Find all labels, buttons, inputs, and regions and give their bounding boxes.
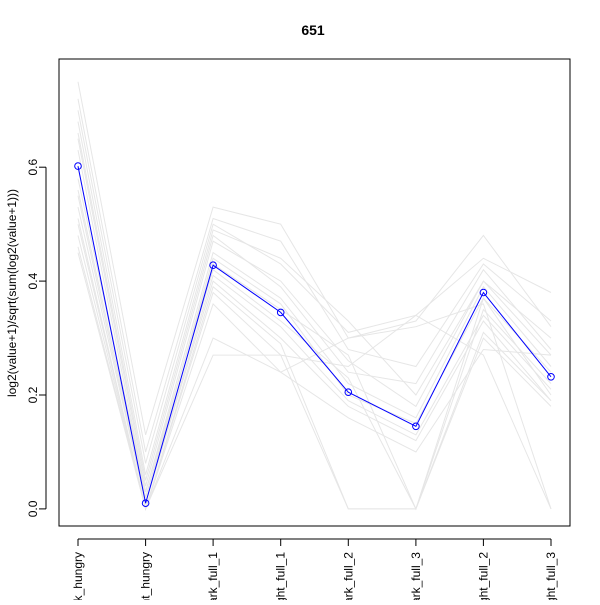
highlight-point-light_full_2 xyxy=(479,288,488,297)
background-line-16 xyxy=(77,246,552,511)
x-tick-label-light_hungry: light_hungry xyxy=(139,552,153,600)
x-tick-label-light_full_3: light_full_3 xyxy=(544,552,558,600)
highlight-point-light_full_1 xyxy=(276,308,285,317)
x-tick-label-dark_hungry: dark_hungry xyxy=(71,552,85,600)
x-tick-label-dark_full_1: dark_full_1 xyxy=(206,552,220,600)
background-line-17 xyxy=(77,252,552,511)
x-axis: dark_hungry light_hungry dark_full_1 light_… xyxy=(71,538,558,605)
background-lines xyxy=(77,81,552,511)
chart-title: 651 xyxy=(301,22,325,38)
highlight-point-dark_hungry xyxy=(74,162,82,170)
background-line-7 xyxy=(77,150,552,492)
highlight-point-light_full_3 xyxy=(547,373,555,381)
y-tick-label: 0.6 xyxy=(26,159,40,176)
x-tick-label-dark_full_3: dark_full_3 xyxy=(409,552,423,600)
plot-frame xyxy=(58,58,571,527)
highlight-point-light_hungry xyxy=(141,499,150,508)
y-tick-label: 0.0 xyxy=(26,500,40,517)
background-line-9 xyxy=(77,178,552,511)
highlight-point-dark_full_3 xyxy=(412,422,420,431)
background-line-3 xyxy=(77,110,552,464)
background-line-5 xyxy=(77,132,552,481)
highlight-point-dark_full_2 xyxy=(344,388,353,397)
x-tick-label-dark_full_2: dark_full_2 xyxy=(341,552,355,600)
x-tick-label-light_full_1: light_full_1 xyxy=(274,552,288,600)
background-line-12 xyxy=(77,206,552,506)
background-line-6 xyxy=(77,138,552,487)
background-line-15 xyxy=(77,235,552,511)
y-tick-label: 0.4 xyxy=(26,272,40,289)
background-line-14 xyxy=(77,224,552,511)
background-line-1 xyxy=(77,81,552,436)
y-tick-label: 0.2 xyxy=(26,386,40,403)
background-line-10 xyxy=(77,189,552,511)
y-axis-label: log2(value+1)/sqrt(sum(log2(value+1))) xyxy=(5,189,19,397)
y-axis: 0.0 0.2 0.4 0.6 xyxy=(26,159,47,517)
background-line-4 xyxy=(77,121,552,475)
highlight-series xyxy=(74,162,555,508)
highlight-point-dark_full_1 xyxy=(209,261,217,270)
x-tick-label-light_full_2: light_full_2 xyxy=(476,552,490,600)
background-line-2 xyxy=(77,98,552,453)
highlight-line xyxy=(77,166,552,504)
